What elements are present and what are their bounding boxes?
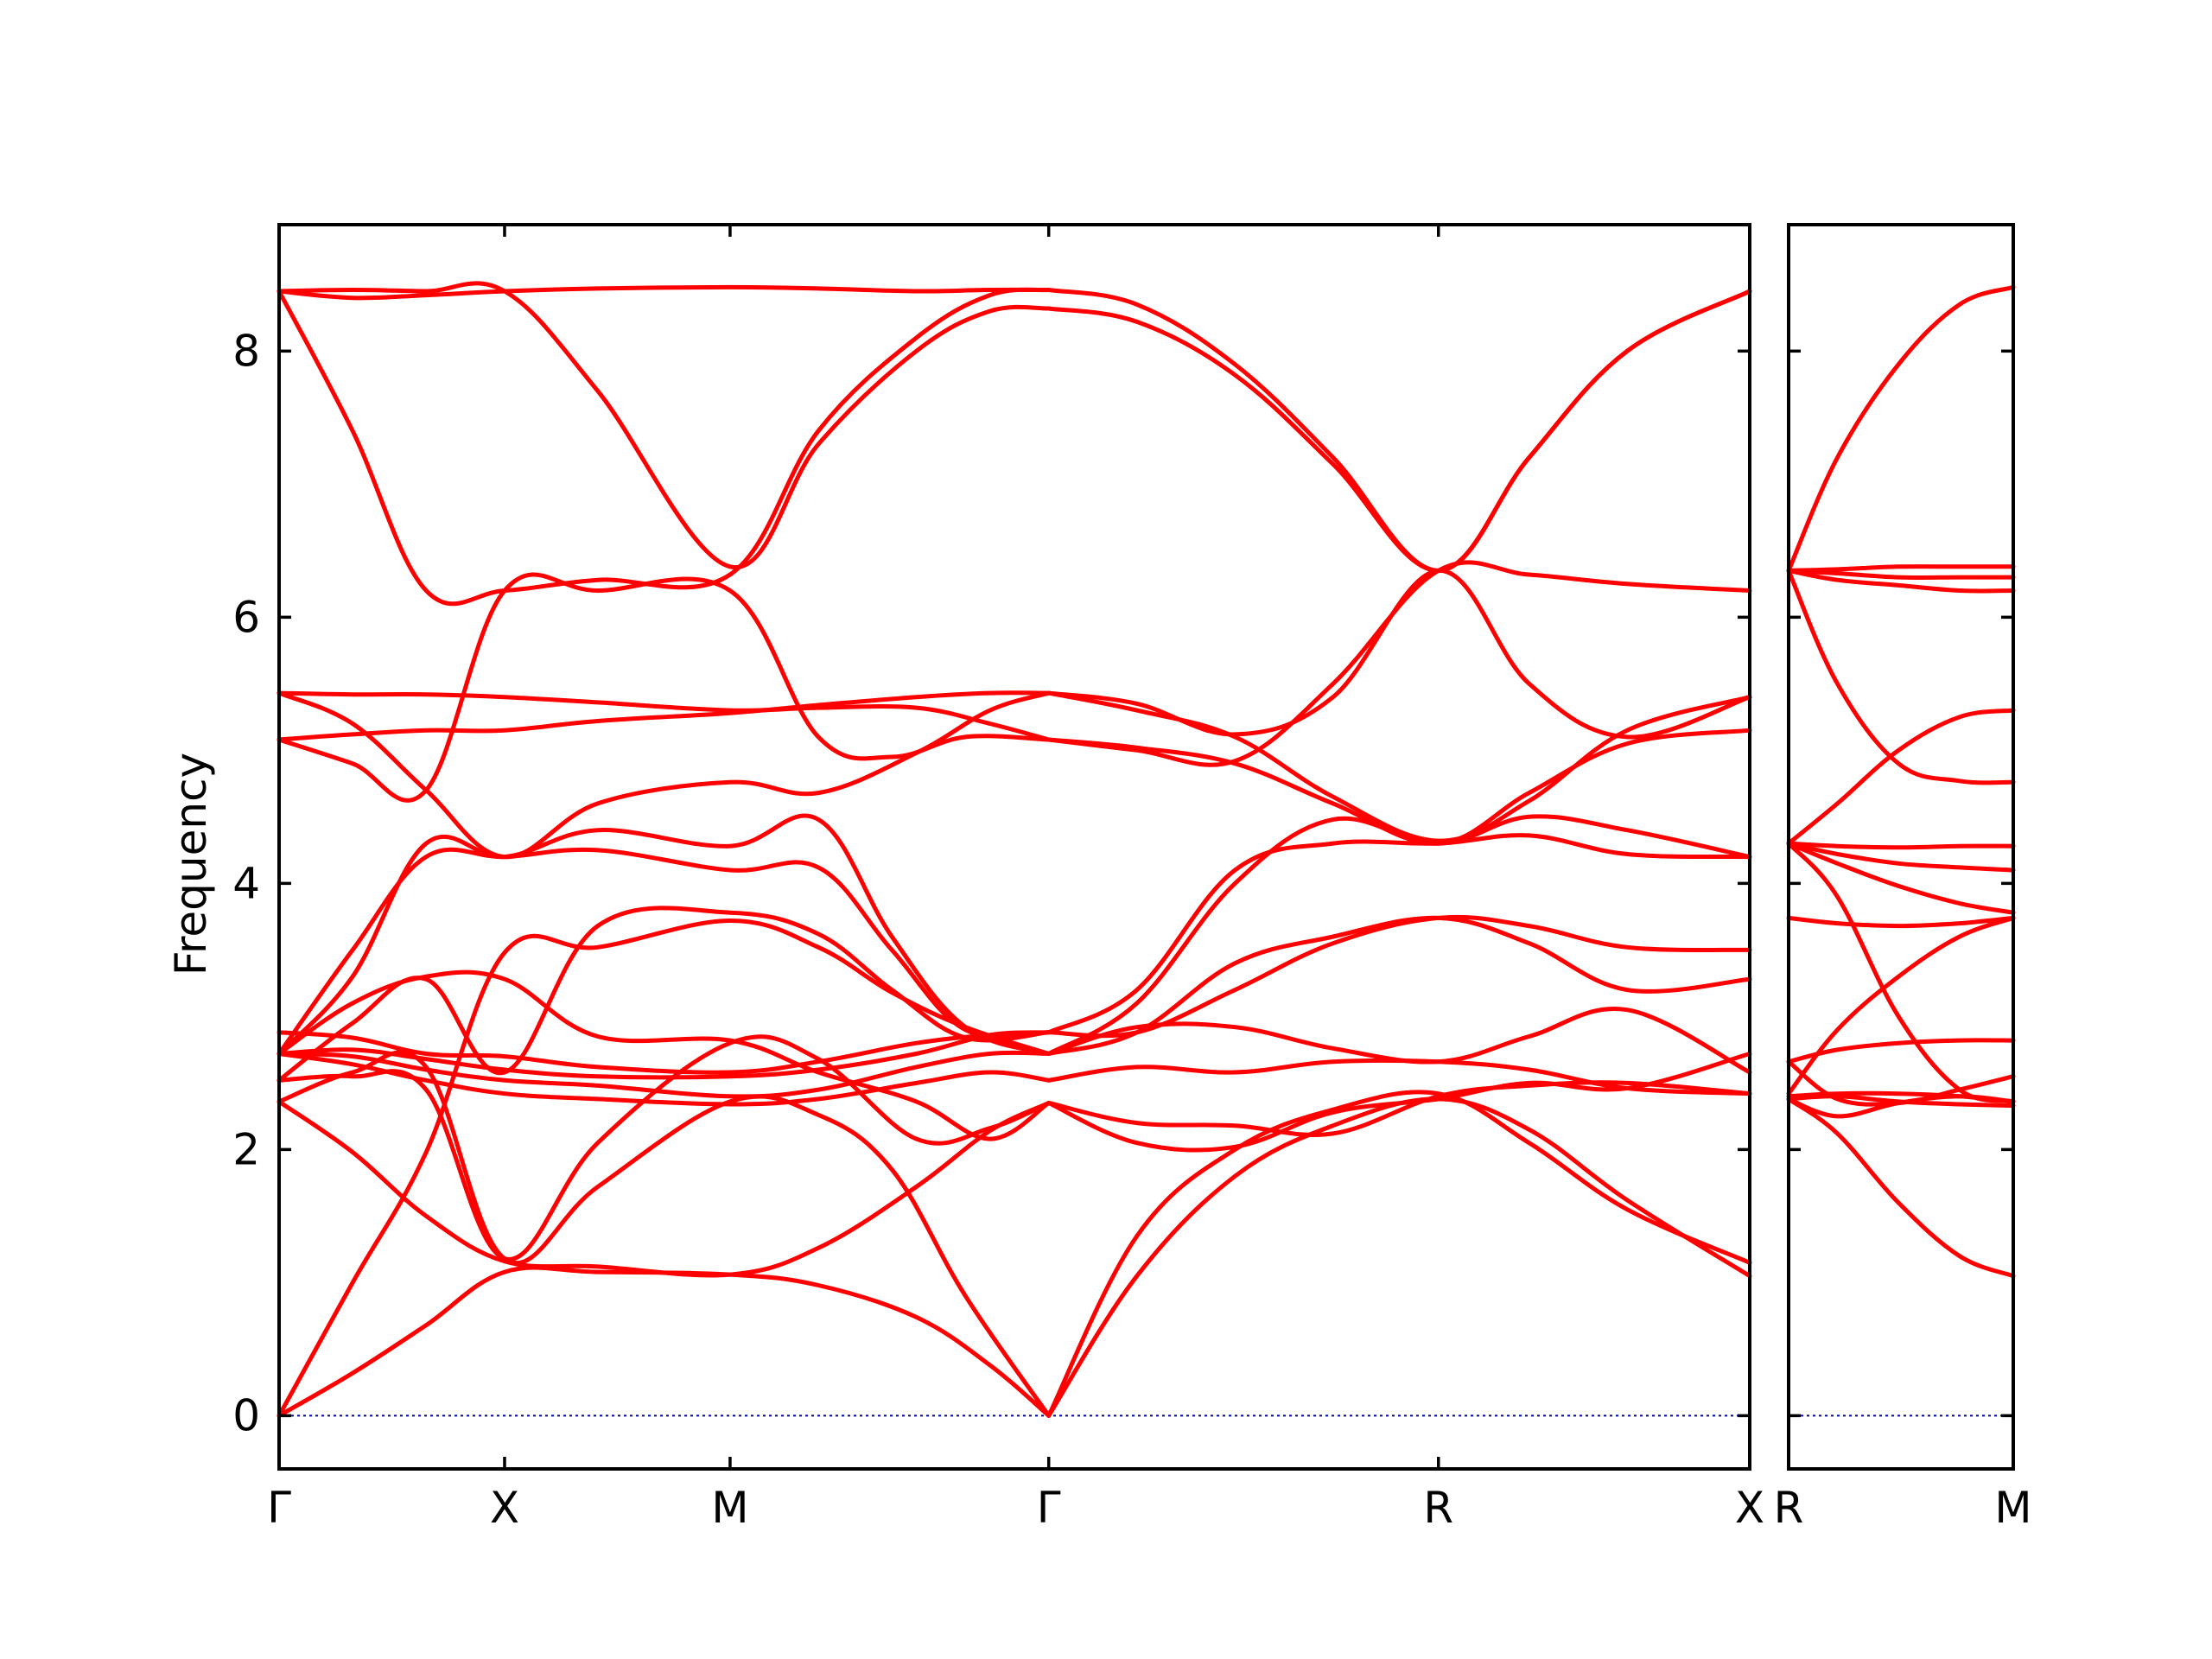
phonon-band-6	[276, 1050, 1052, 1099]
phonon-band-15	[1786, 568, 2016, 594]
phonon-band-16	[276, 690, 1052, 742]
phonon-band-3	[276, 1099, 1052, 1278]
phonon-band-30	[1046, 814, 1752, 1056]
x-tick-label: X	[490, 1483, 519, 1533]
phonon-band-14	[276, 690, 1052, 742]
phonon-band-15	[276, 572, 1052, 803]
phonon-band-8	[1786, 915, 2016, 929]
phonon-band-28	[1046, 915, 1752, 1056]
x-tick-label: Γ	[267, 1483, 291, 1533]
phonon-band-12	[1786, 841, 2016, 850]
x-tick-label: R	[1774, 1483, 1804, 1533]
phonon-band-21	[1046, 1096, 1752, 1418]
phonon-band-32	[1046, 690, 1752, 843]
phonon-band-7	[1786, 915, 2016, 1096]
phonon-band-11	[276, 906, 1052, 1083]
phonon-band-34	[1046, 560, 1752, 767]
phonon-band-10	[276, 969, 1052, 1141]
phonon-band-9	[276, 1030, 1052, 1075]
phonon-band-17	[1786, 564, 2016, 573]
phonon-band-31	[1046, 728, 1752, 846]
phonon-band-5	[276, 1034, 1052, 1262]
phonon-band-9	[1786, 841, 2016, 1104]
phonon-band-18	[1786, 284, 2016, 573]
phonon-band-12	[276, 813, 1052, 1056]
phonon-band-19	[276, 287, 1052, 607]
phonon-band-25	[1046, 1058, 1752, 1096]
x-tick-label: X	[1735, 1483, 1764, 1533]
y-tick-label: 4	[232, 858, 260, 908]
x-tick-label: R	[1423, 1483, 1453, 1533]
y-tick-label: 6	[232, 592, 260, 642]
phonon-band-17	[276, 690, 1052, 860]
phonon-band-18	[276, 284, 1052, 301]
y-tick-label: 2	[232, 1124, 260, 1174]
phonon-band-16	[1786, 568, 2016, 580]
phonon-band-10	[1786, 841, 2016, 915]
phonon-band-27	[1046, 914, 1752, 1039]
phonon-band-7	[276, 1052, 1052, 1107]
phonon-band-13	[1786, 708, 2016, 846]
phonon-band-8	[276, 1030, 1052, 1080]
phonon-band-6	[1786, 1038, 2016, 1065]
plot-frame	[1787, 223, 2015, 1471]
y-tick-label: 8	[232, 326, 260, 376]
y-tick-label: 0	[232, 1390, 260, 1440]
plot-frame	[277, 223, 1751, 1471]
phonon-band-5	[1786, 1059, 2016, 1107]
main-panel: Γ X M Γ R X 0 2 4 6 8	[232, 223, 1764, 1533]
x-tick-label: M	[711, 1483, 748, 1533]
phonon-band-1	[276, 1265, 1052, 1418]
phonon-band-35	[1046, 288, 1752, 573]
phonon-band-24	[1046, 1080, 1752, 1138]
x-tick-label: Γ	[1037, 1483, 1061, 1533]
phonon-band-36	[1046, 289, 1752, 573]
x-tick-label: M	[1994, 1483, 2031, 1533]
phonon-band-20	[276, 281, 1052, 569]
phonon-band-13	[276, 847, 1052, 1056]
y-axis-label: Frequency	[166, 753, 216, 976]
phonon-band-29	[1046, 833, 1752, 1035]
phonon-band-1	[1786, 1096, 2016, 1279]
phonon-band-11	[1786, 841, 2016, 873]
phonon-band-14	[1786, 568, 2016, 785]
phonon-band-4	[276, 1050, 1052, 1418]
phonon-band-22	[1046, 1090, 1752, 1418]
